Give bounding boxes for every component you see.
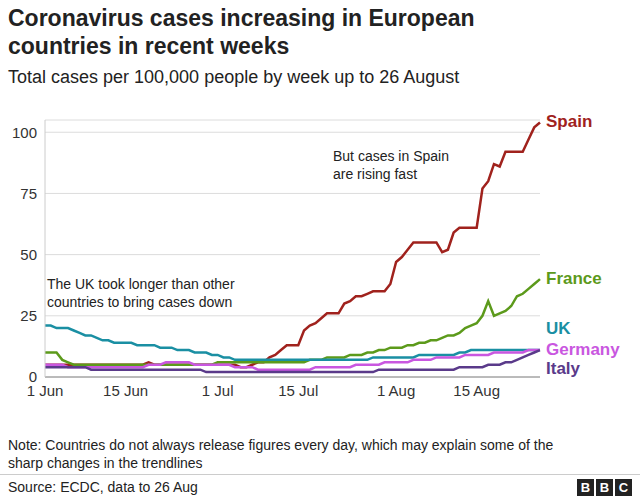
html-text:Note: Countries do not always: Note: Countries do not always release fi… bbox=[8, 437, 554, 453]
html-text:Source: ECDC, data to 26 Aug: Source: ECDC, data to 26 Aug bbox=[8, 479, 198, 495]
svg-text:15 Jun: 15 Jun bbox=[103, 382, 148, 399]
html-text:are rising fast: are rising fast bbox=[333, 166, 417, 182]
svg-text:France: France bbox=[546, 269, 602, 288]
svg-text:1 Jun: 1 Jun bbox=[26, 381, 64, 399]
html-text:But cases in Spain: But cases in Spain bbox=[333, 148, 449, 164]
svg-text:UK: UK bbox=[546, 319, 571, 338]
svg-text:75: 75 bbox=[20, 185, 37, 202]
svg-text:25: 25 bbox=[20, 307, 37, 324]
html-text:countries to bring cases down: countries to bring cases down bbox=[47, 294, 233, 310]
svg-text:0: 0 bbox=[29, 368, 37, 385]
html-text:C: C bbox=[618, 480, 629, 495]
html-text:The UK took longer than other: The UK took longer than other bbox=[47, 276, 235, 292]
svg-text:Italy: Italy bbox=[546, 359, 581, 378]
svg-text:Germany: Germany bbox=[546, 340, 620, 359]
svg-text:15 Aug: 15 Aug bbox=[453, 382, 500, 399]
svg-text:1 Jul: 1 Jul bbox=[202, 382, 234, 399]
html-text:Coronavirus cases increasing i: Coronavirus cases increasing in European bbox=[8, 5, 475, 31]
svg-text:15 Jul: 15 Jul bbox=[278, 382, 318, 399]
svg-text:1 Aug: 1 Aug bbox=[377, 382, 415, 399]
html-text:B: B bbox=[599, 480, 610, 495]
svg-text:100: 100 bbox=[12, 124, 37, 141]
html-text:sharp changes in the trendline: sharp changes in the trendlines bbox=[8, 455, 203, 471]
svg-text:50: 50 bbox=[20, 246, 37, 263]
html-text:countries in recent weeks: countries in recent weeks bbox=[8, 33, 290, 59]
html-text:B: B bbox=[580, 480, 591, 495]
html-text:Total cases per 100,000 people: Total cases per 100,000 people by week u… bbox=[8, 67, 460, 87]
svg-text:Spain: Spain bbox=[546, 112, 592, 131]
